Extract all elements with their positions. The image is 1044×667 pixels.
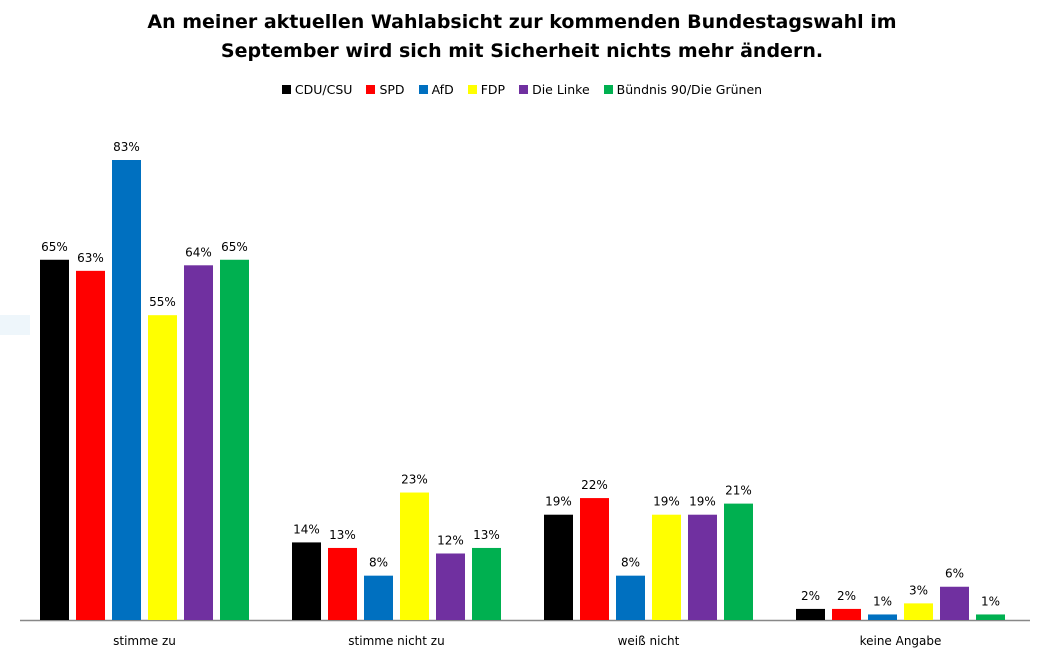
data-label: 22% <box>581 478 608 492</box>
bar <box>472 547 501 620</box>
bar <box>220 259 249 620</box>
bar <box>40 259 69 620</box>
data-label: 14% <box>293 522 320 536</box>
data-label: 19% <box>653 495 680 509</box>
legend-swatch <box>603 85 613 94</box>
data-label: 3% <box>909 583 928 597</box>
decorative-rectangle <box>0 315 30 335</box>
bar <box>112 160 141 620</box>
bar <box>364 575 393 620</box>
data-label: 12% <box>437 533 464 547</box>
data-label: 55% <box>149 295 176 309</box>
data-label: 21% <box>725 484 752 498</box>
legend-item: AfD <box>418 82 454 97</box>
bar <box>868 614 897 620</box>
legend-swatch <box>519 85 529 94</box>
data-label: 64% <box>185 245 212 259</box>
bar <box>832 608 861 620</box>
legend-item: SPD <box>366 82 405 97</box>
bar <box>76 270 105 620</box>
data-label: 65% <box>41 240 68 254</box>
bar <box>688 514 717 620</box>
data-label: 1% <box>981 594 1000 608</box>
category-label: keine Angabe <box>860 634 942 648</box>
data-label: 65% <box>221 240 248 254</box>
legend-label: FDP <box>480 82 506 97</box>
data-label: 63% <box>77 251 104 265</box>
data-label: 83% <box>113 140 140 154</box>
bar <box>940 586 969 620</box>
data-label: 13% <box>329 528 356 542</box>
bar <box>184 265 213 620</box>
category-label: weiß nicht <box>618 634 680 648</box>
data-label: 13% <box>473 528 500 542</box>
data-label: 6% <box>945 567 964 581</box>
legend-swatch <box>281 85 291 94</box>
bar <box>328 547 357 620</box>
bar <box>148 315 177 620</box>
legend-label: Die Linke <box>532 82 590 97</box>
bar <box>616 575 645 620</box>
bar <box>724 503 753 620</box>
bar <box>544 514 573 620</box>
bar <box>292 542 321 620</box>
legend-item: Die Linke <box>519 82 590 97</box>
legend-swatch <box>418 85 428 94</box>
chart-title-line: An meiner aktuellen Wahlabsicht zur komm… <box>147 11 897 33</box>
bar <box>976 614 1005 620</box>
data-label: 23% <box>401 473 428 487</box>
data-label: 19% <box>545 495 572 509</box>
data-label: 8% <box>621 556 640 570</box>
legend-item: FDP <box>467 82 506 97</box>
legend: CDU/CSU SPD AfD FDP Die Linke Bündnis 90/Die … <box>0 82 1044 97</box>
data-label: 2% <box>801 589 820 603</box>
data-label: 8% <box>369 556 388 570</box>
bar <box>580 498 609 620</box>
legend-item: Bündnis 90/Die Grünen <box>603 82 763 97</box>
chart-title-line: September wird sich mit Sicherheit nicht… <box>220 40 824 62</box>
bar <box>400 492 429 620</box>
legend-label: SPD <box>379 82 405 97</box>
legend-swatch <box>467 85 477 94</box>
legend-label: Bündnis 90/Die Grünen <box>616 82 763 97</box>
bar <box>796 608 825 620</box>
bar <box>652 514 681 620</box>
data-label: 19% <box>689 495 716 509</box>
category-label: stimme zu <box>113 634 176 648</box>
legend-label: CDU/CSU <box>294 82 353 97</box>
legend-swatch <box>366 85 376 94</box>
chart-title: An meiner aktuellen Wahlabsicht zur komm… <box>0 8 1044 66</box>
legend-item: CDU/CSU <box>281 82 353 97</box>
data-label: 2% <box>837 589 856 603</box>
category-label: stimme nicht zu <box>348 634 444 648</box>
data-label: 1% <box>873 594 892 608</box>
bar <box>904 603 933 620</box>
bar <box>436 553 465 620</box>
legend-label: AfD <box>431 82 454 97</box>
